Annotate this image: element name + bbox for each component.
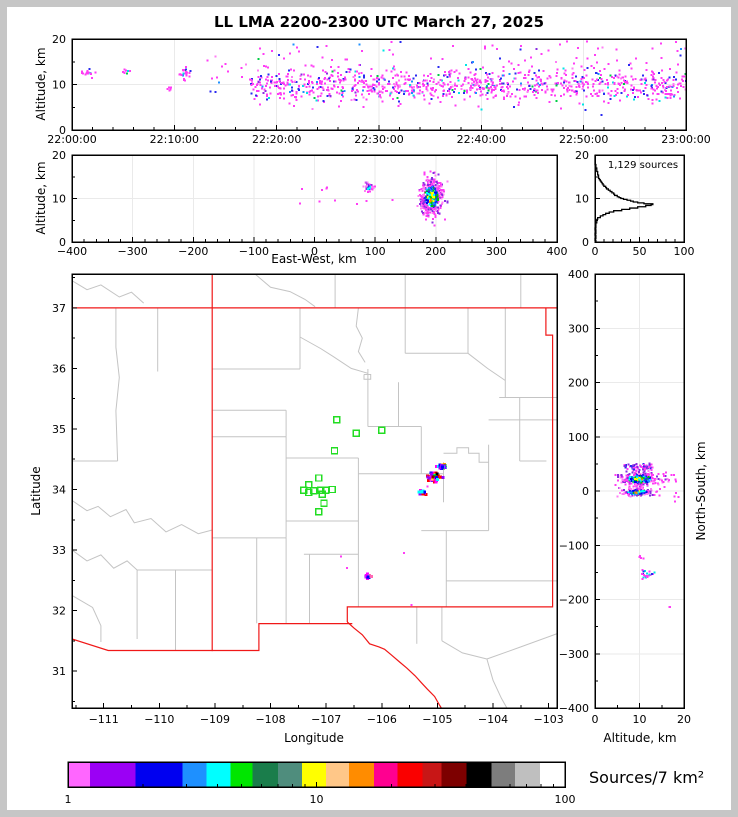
tick-label: −400	[559, 702, 589, 715]
tick-label: 22:20:00	[252, 133, 301, 146]
figure-title: LL LMA 2200-2300 UTC March 27, 2025	[214, 13, 544, 31]
tick-label: 400	[568, 268, 589, 281]
tick-label: 20	[677, 713, 691, 726]
tick-label: −109	[200, 713, 230, 726]
tick-label: 10	[52, 193, 66, 206]
tick-label: −300	[118, 245, 148, 258]
tick-label: 22:10:00	[150, 133, 199, 146]
tick-label: 100	[555, 793, 576, 806]
scatter-points	[81, 40, 686, 117]
tick-label: 0	[592, 713, 599, 726]
time-height-y-axis-label: Altitude, km	[34, 47, 48, 120]
tick-label: 0	[582, 485, 589, 498]
tick-label: −400	[57, 245, 87, 258]
scatter-points	[298, 170, 449, 227]
map-x-axis-label: Longitude	[284, 731, 344, 745]
tick-label: 22:50:00	[559, 133, 608, 146]
tick-label: −108	[255, 713, 285, 726]
tick-label: 33	[52, 544, 66, 557]
tick-label: 10	[633, 713, 647, 726]
tick-label: 31	[52, 665, 66, 678]
colorbar: 1 10 100	[65, 761, 576, 806]
north-south-x-axis-label: Altitude, km	[603, 731, 676, 745]
tick-label: 100	[365, 245, 386, 258]
tick-label: 20	[575, 149, 589, 162]
colorbar-label: Sources/7 km²	[589, 768, 704, 787]
source-count-annotation: 1,129 sources	[608, 160, 678, 171]
tick-label: 100	[674, 245, 695, 258]
tick-label: 50	[633, 245, 647, 258]
tick-label: −105	[422, 713, 452, 726]
storm-source-points	[340, 462, 447, 607]
tick-label: 32	[52, 605, 66, 618]
tick-label: 34	[52, 483, 66, 496]
east-west-x-axis-label: East-West, km	[271, 252, 357, 266]
altitude-histogram-panel: 0 50 100 0 10 20	[575, 149, 695, 258]
tick-label: 36	[52, 362, 66, 375]
tick-label: 37	[52, 302, 66, 315]
tick-label: −103	[534, 713, 564, 726]
tick-label: 10	[310, 793, 324, 806]
north-south-panel: 0 10 20 −400 −300 −200 −100 0 100 200 300 400	[559, 268, 691, 726]
tick-label: 200	[425, 245, 446, 258]
tick-label: 200	[568, 377, 589, 390]
lma-station-markers	[300, 416, 386, 516]
map-layers	[72, 274, 557, 708]
county-borders	[72, 274, 557, 708]
tick-label: 0	[311, 245, 318, 258]
tick-label: 0	[582, 236, 589, 249]
tick-label: 300	[568, 322, 589, 335]
tick-label: 23:00:00	[661, 133, 710, 146]
tick-label: −200	[559, 594, 589, 607]
scatter-points	[614, 462, 680, 609]
tick-label: 35	[52, 423, 66, 436]
state-borders	[72, 274, 557, 708]
tick-label: −100	[239, 245, 269, 258]
tick-label: 20	[52, 149, 66, 162]
tick-label: 20	[52, 33, 66, 46]
tick-label: −106	[367, 713, 397, 726]
tick-label: −104	[478, 713, 508, 726]
time-height-panel: 22:00:00 22:10:00 22:20:00 22:30:00 22:40:00…	[47, 33, 710, 146]
east-west-y-axis-label: Altitude, km	[34, 161, 48, 234]
tick-label: 22:30:00	[354, 133, 403, 146]
tick-label: 1	[65, 793, 72, 806]
tick-label: 22:00:00	[47, 133, 96, 146]
tick-label: −200	[178, 245, 208, 258]
tick-label: 100	[568, 431, 589, 444]
tick-label: −107	[311, 713, 341, 726]
tick-label: 0	[592, 245, 599, 258]
east-west-panel: −400 −300 −200 −100 0 100 200 300 400 0 10 20	[52, 149, 568, 258]
tick-label: 0	[59, 236, 66, 249]
tick-label: 22:40:00	[457, 133, 506, 146]
map-y-axis-label: Latitude	[29, 466, 43, 515]
tick-label: −300	[559, 648, 589, 661]
tick-label: −100	[559, 539, 589, 552]
tick-label: 300	[486, 245, 507, 258]
tick-label: 400	[547, 245, 568, 258]
tick-label: 10	[575, 193, 589, 206]
tick-label: 0	[59, 124, 66, 137]
tick-label: −110	[144, 713, 174, 726]
tick-label: −111	[89, 713, 119, 726]
north-south-y-axis-label: North-South, km	[694, 441, 708, 540]
map-panel: −111 −110 −109 −108 −107 −106 −105 −104 −103 31 32…	[52, 273, 564, 726]
tick-label: 10	[52, 79, 66, 92]
